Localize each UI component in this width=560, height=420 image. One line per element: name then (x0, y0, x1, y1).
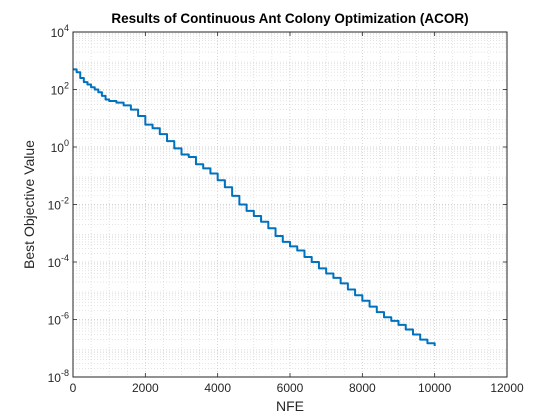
y-axis-title: Best Objective Value (21, 140, 37, 269)
y-tick-labels: 10-8 10-6 10-4 10-2 100 102 104 (48, 23, 69, 385)
x-tick-labels: 0 2000 4000 6000 8000 10000 12000 (70, 381, 524, 395)
y-tick-label: 102 (51, 81, 69, 98)
x-tick-label: 10000 (418, 381, 452, 395)
x-tick-label: 0 (70, 381, 77, 395)
tick-marks (72, 31, 508, 378)
x-axis-title: NFE (276, 398, 304, 414)
y-tick-label: 10-4 (48, 253, 69, 270)
x-tick-label: 12000 (490, 381, 524, 395)
x-tick-label: 6000 (277, 381, 304, 395)
y-tick-label: 100 (51, 138, 69, 155)
y-tick-label: 10-2 (48, 196, 69, 213)
y-tick-label: 10-8 (48, 368, 69, 385)
y-tick-label: 104 (51, 23, 69, 40)
x-tick-label: 8000 (349, 381, 376, 395)
x-tick-label: 2000 (132, 381, 159, 395)
series-line (73, 68, 436, 346)
y-tick-label: 10-6 (48, 311, 69, 328)
chart-title: Results of Continuous Ant Colony Optimiz… (111, 11, 468, 26)
x-tick-label: 4000 (204, 381, 231, 395)
